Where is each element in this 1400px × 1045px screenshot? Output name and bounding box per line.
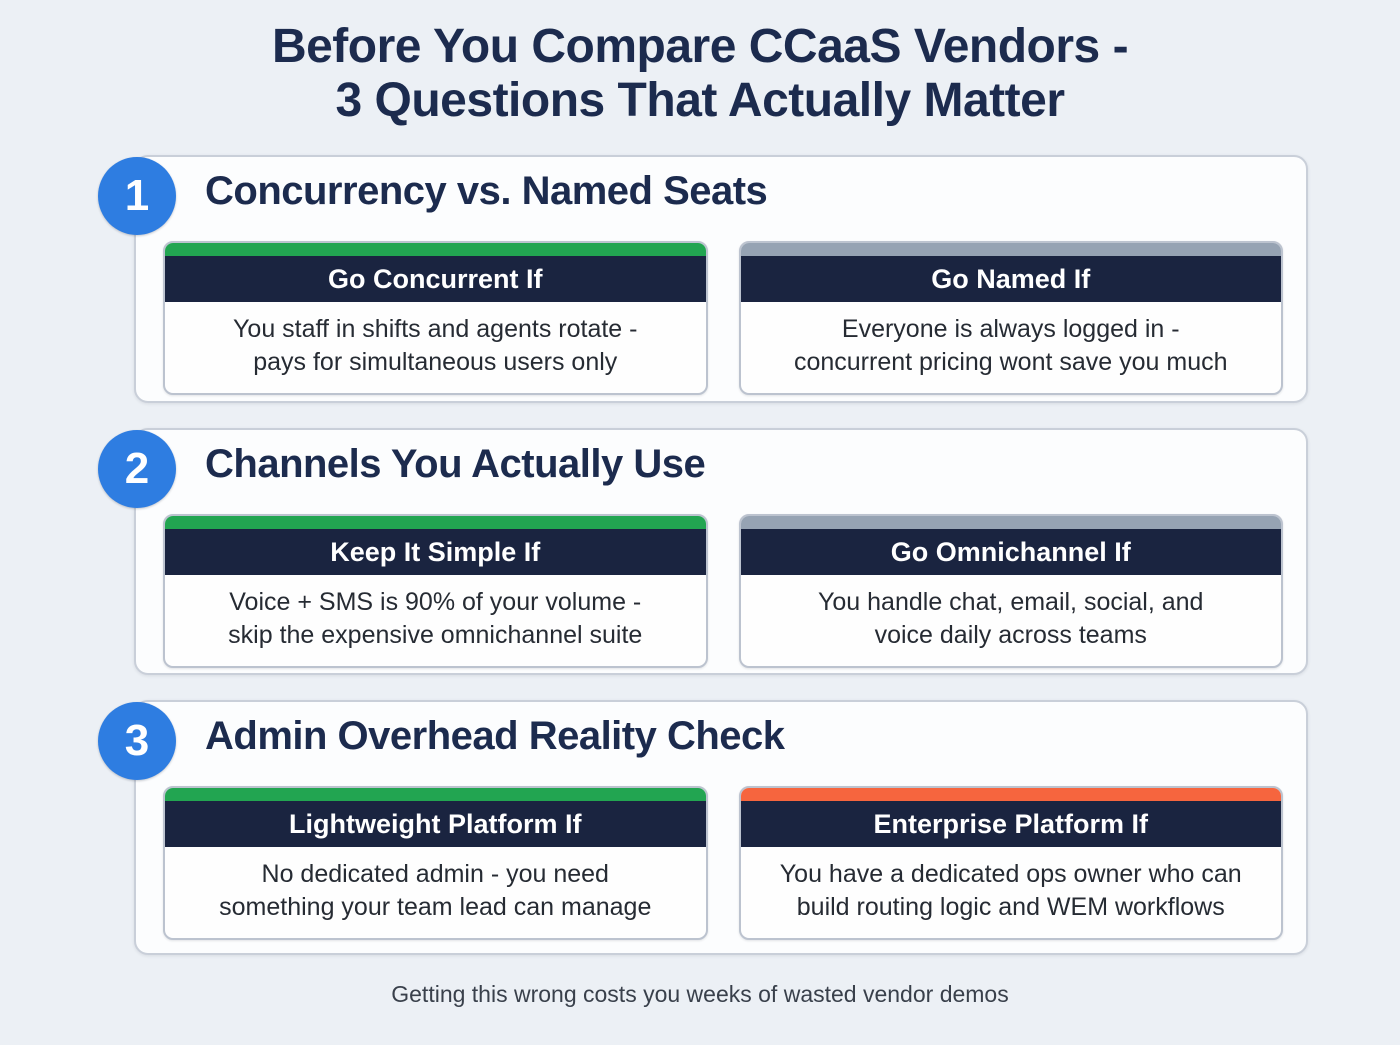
comparison-card: Enterprise Platform If You have a dedica… <box>738 786 1283 940</box>
footer-note: Getting this wrong costs you weeks of wa… <box>391 981 1009 1007</box>
section-number: 2 <box>124 444 150 493</box>
card-header: Go Named If <box>740 256 1281 302</box>
page-title-line2: 3 Questions That Actually Matter <box>335 73 1065 127</box>
comparison-card: Keep It Simple If Voice + SMS is 90% of … <box>163 514 708 668</box>
card-body: Voice + SMS is 90% of your volume - skip… <box>165 575 706 666</box>
card-header: Lightweight Platform If <box>165 801 706 847</box>
card-row: Lightweight Platform If No dedicated adm… <box>163 786 1283 940</box>
card-body-line1: Everyone is always logged in - <box>841 315 1180 343</box>
card-header: Keep It Simple If <box>165 529 706 575</box>
section-number-badge: 1 <box>98 157 176 235</box>
card-body-line1: You handle chat, email, social, and <box>818 588 1204 616</box>
card-body: You have a dedicated ops owner who can b… <box>741 847 1282 938</box>
card-body-line2: voice daily across teams <box>874 621 1147 649</box>
section-heading: Channels You Actually Use <box>205 442 706 486</box>
card-body-line2: something your team lead can manage <box>219 893 652 921</box>
section-panel-admin: 3 Admin Overhead Reality Check Lightweig… <box>98 700 1308 955</box>
card-body: No dedicated admin - you need something … <box>165 847 706 938</box>
card-header: Go Concurrent If <box>165 256 706 302</box>
card-accent-bar <box>165 243 706 256</box>
card-body-line2: concurrent pricing wont save you much <box>793 348 1228 376</box>
section-number-badge: 2 <box>98 430 176 508</box>
card-body: You handle chat, email, social, and voic… <box>741 575 1282 666</box>
comparison-card: Go Concurrent If You staff in shifts and… <box>163 241 708 395</box>
section-heading: Concurrency vs. Named Seats <box>205 169 768 213</box>
card-body-line1: You have a dedicated ops owner who can <box>779 860 1242 888</box>
section-panel-channels: 2 Channels You Actually Use Keep It Simp… <box>98 428 1308 675</box>
card-body-line2: pays for simultaneous users only <box>253 348 618 376</box>
card-accent-bar <box>165 516 706 529</box>
section-heading: Admin Overhead Reality Check <box>205 714 785 758</box>
card-row: Keep It Simple If Voice + SMS is 90% of … <box>163 514 1283 668</box>
section-number: 1 <box>124 171 150 220</box>
card-body-line1: No dedicated admin - you need <box>261 860 609 888</box>
card-body: You staff in shifts and agents rotate - … <box>165 302 706 393</box>
page-title-line1: Before You Compare CCaaS Vendors - <box>271 20 1129 73</box>
card-body: Everyone is always logged in - concurren… <box>741 302 1282 393</box>
section-panel-concurrency: 1 Concurrency vs. Named Seats Go Concurr… <box>98 155 1308 403</box>
section-number-badge: 3 <box>98 702 176 780</box>
card-header: Go Omnichannel If <box>740 529 1281 575</box>
comparison-card: Go Named If Everyone is always logged in… <box>738 241 1283 395</box>
comparison-card: Go Omnichannel If You handle chat, email… <box>738 514 1283 668</box>
card-accent-bar <box>740 788 1281 801</box>
card-accent-bar <box>740 516 1281 529</box>
card-accent-bar <box>740 243 1281 256</box>
card-body-line1: Voice + SMS is 90% of your volume - <box>229 588 642 616</box>
card-accent-bar <box>165 788 706 801</box>
comparison-card: Lightweight Platform If No dedicated adm… <box>163 786 708 940</box>
card-header: Enterprise Platform If <box>740 801 1281 847</box>
section-number: 3 <box>124 716 150 765</box>
card-body-line2: build routing logic and WEM workflows <box>796 893 1225 921</box>
card-body-line1: You staff in shifts and agents rotate - <box>233 315 638 343</box>
page-title: Before You Compare CCaaS Vendors - 3 Que… <box>0 20 1400 128</box>
card-row: Go Concurrent If You staff in shifts and… <box>163 241 1283 395</box>
card-body-line2: skip the expensive omnichannel suite <box>228 621 643 649</box>
